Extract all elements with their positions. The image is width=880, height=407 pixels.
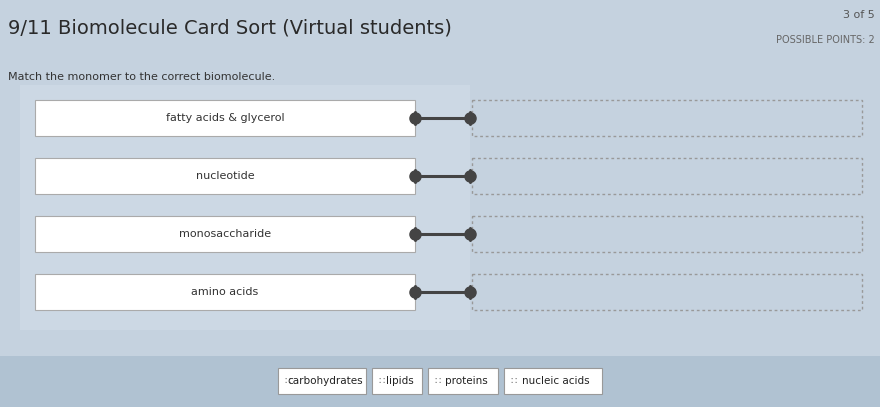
FancyBboxPatch shape	[0, 356, 880, 407]
FancyBboxPatch shape	[35, 100, 415, 136]
FancyBboxPatch shape	[428, 368, 498, 394]
FancyBboxPatch shape	[278, 368, 366, 394]
FancyBboxPatch shape	[372, 368, 422, 394]
Text: Match the monomer to the correct biomolecule.: Match the monomer to the correct biomole…	[8, 72, 275, 82]
Text: carbohydrates: carbohydrates	[287, 376, 363, 386]
Text: ∷: ∷	[378, 376, 385, 386]
Text: proteins: proteins	[444, 376, 488, 386]
FancyBboxPatch shape	[35, 158, 415, 194]
Text: 9/11 Biomolecule Card Sort (Virtual students): 9/11 Biomolecule Card Sort (Virtual stud…	[8, 18, 451, 37]
FancyBboxPatch shape	[35, 274, 415, 310]
FancyBboxPatch shape	[504, 368, 602, 394]
Text: lipids: lipids	[386, 376, 414, 386]
FancyBboxPatch shape	[20, 85, 470, 330]
Text: nucleic acids: nucleic acids	[522, 376, 590, 386]
Text: ∷: ∷	[284, 376, 290, 386]
Text: 3 of 5: 3 of 5	[843, 10, 875, 20]
Text: monosaccharide: monosaccharide	[179, 229, 271, 239]
FancyBboxPatch shape	[35, 216, 415, 252]
Text: ∷: ∷	[510, 376, 517, 386]
Text: amino acids: amino acids	[191, 287, 259, 297]
Text: POSSIBLE POINTS: 2: POSSIBLE POINTS: 2	[776, 35, 875, 45]
Text: ∷: ∷	[434, 376, 440, 386]
Text: nucleotide: nucleotide	[195, 171, 254, 181]
Text: fatty acids & glycerol: fatty acids & glycerol	[165, 113, 284, 123]
